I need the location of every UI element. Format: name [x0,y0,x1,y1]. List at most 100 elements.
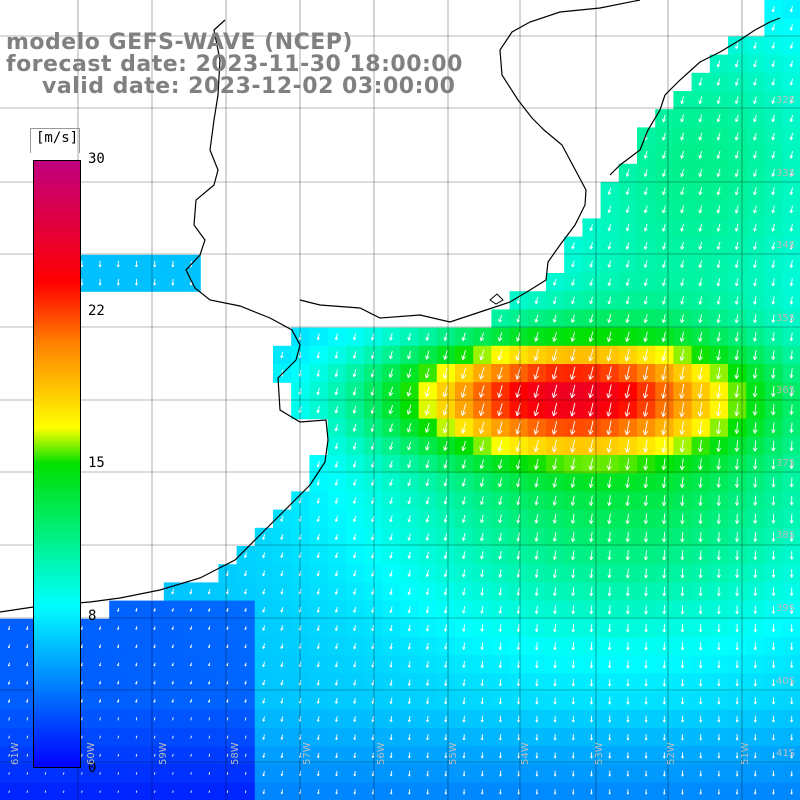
wind-arrow [681,550,684,560]
wind-arrow [535,458,539,470]
wind-arrow-head [681,574,685,579]
wind-arrow-head [590,792,592,795]
wind-arrow-head [608,719,611,723]
wind-arrow-head [480,411,485,417]
wind-arrow-head [771,282,774,287]
wind-arrow-head [516,300,519,304]
wind-arrow [663,550,666,561]
wind-arrow [608,605,611,615]
wind-arrow [571,278,575,286]
wind-arrow [335,442,339,450]
wind-arrow-head [462,665,465,668]
wind-arrow-head [608,701,611,705]
wind-arrow-head [716,118,719,123]
wind-arrow [371,333,375,341]
wind-arrow [772,169,775,177]
wind-arrow [389,423,393,432]
wind-arrow-head [444,719,447,723]
wind-arrow [717,349,721,361]
wind-arrow [552,348,558,361]
wind-arrow-head [608,502,612,506]
wind-arrow [644,314,648,323]
wind-arrow-head [517,319,521,323]
wind-arrow-head [644,192,648,196]
wind-arrow [681,278,684,287]
wind-arrow [572,623,575,632]
wind-arrow-head [570,501,573,506]
wind-arrow [790,6,793,13]
wind-arrow [462,587,466,596]
wind-arrow-head [371,573,373,577]
wind-arrow [680,384,685,399]
wind-arrow-head [480,429,485,434]
wind-arrow-head [771,155,773,159]
wind-arrow-head [772,502,776,506]
wind-arrow-head [679,374,682,380]
wind-arrow-head [700,574,703,579]
wind-arrow-head [698,592,701,597]
wind-arrow [426,478,430,487]
wind-arrow-head [515,355,518,361]
wind-arrow-head [515,374,518,380]
wind-arrow [772,241,775,250]
wind-arrow [371,588,375,595]
wind-arrow-head [334,409,337,414]
wind-arrow [462,422,467,434]
wind-arrow-head [734,282,737,287]
wind-arrow-head [371,591,373,595]
wind-arrow-head [771,465,774,470]
wind-arrow-head [735,592,738,597]
wind-arrow [662,114,666,123]
wind-arrow-head [699,338,703,342]
wind-arrow [553,402,558,417]
wind-arrow-head [679,447,683,453]
wind-arrow-head [280,737,283,740]
wind-arrow-head [699,756,702,759]
wind-arrow-head [753,191,755,195]
lat-label: 38S [776,530,796,541]
wind-arrow-head [389,701,392,704]
wind-arrow [353,643,356,649]
wind-arrow-head [662,592,665,597]
wind-arrow-head [588,465,591,470]
wind-arrow-head [424,428,427,433]
wind-arrow [626,242,630,250]
wind-arrow-head [717,629,720,633]
wind-arrow-head [753,82,755,86]
wind-arrow-head [681,448,685,453]
wind-arrow-head [753,483,756,488]
wind-arrow-head [681,738,683,741]
wind-arrow-head [189,591,191,595]
wind-arrow-head [462,519,466,523]
wind-arrow-head [571,683,574,687]
wind-arrow-head [552,556,555,560]
wind-arrow-head [772,756,774,759]
wind-arrow [335,497,338,504]
wind-arrow [517,550,520,560]
wind-arrow-head [607,611,610,615]
wind-arrow [735,367,739,379]
wind-arrow-head [662,338,667,342]
wind-arrow-head [460,392,463,398]
wind-arrow [463,697,465,704]
wind-arrow [353,497,357,504]
wind-arrow-head [735,192,739,196]
wind-arrow-head [735,393,740,398]
wind-arrow-head [444,374,449,379]
wind-arrow [534,439,539,453]
wind-arrow [553,477,557,488]
wind-arrow-head [681,301,685,305]
wind-arrow-head [316,482,319,486]
wind-arrow-head [407,482,409,486]
wind-arrow-head [642,429,646,436]
wind-arrow [389,350,393,359]
wind-arrow-head [753,136,755,141]
wind-arrow-head [734,502,738,506]
wind-arrow [353,460,357,468]
wind-arrow-head [571,629,574,633]
wind-arrow [408,569,411,577]
wind-arrow [535,314,539,323]
wind-arrow-head [626,683,629,687]
wind-arrow [644,402,648,417]
wind-arrow-head [625,538,628,543]
